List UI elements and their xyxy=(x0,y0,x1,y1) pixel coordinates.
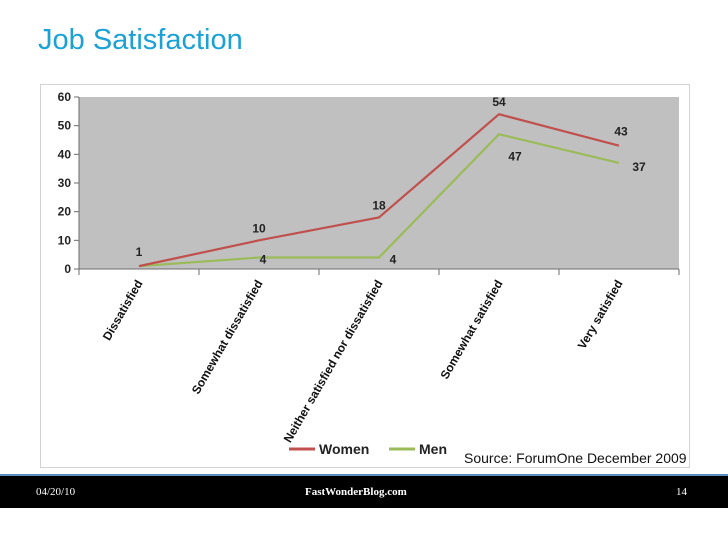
chart-frame: 0 10 20 30 40 50 60 Dissatisfied Somewhat dissat… xyxy=(40,84,690,468)
data-label-men: 4 xyxy=(260,253,267,267)
data-label-women: 54 xyxy=(492,95,506,109)
slide-title: Job Satisfaction xyxy=(38,24,243,56)
series-line-women xyxy=(138,113,620,268)
data-label-women: 43 xyxy=(614,125,628,139)
data-label-women: 10 xyxy=(252,221,266,235)
data-label-men: 37 xyxy=(632,160,646,174)
data-label-women: 18 xyxy=(372,198,386,212)
y-tick-label: 30 xyxy=(58,176,72,190)
x-category-label: Somewhat dissatisfied xyxy=(189,278,266,397)
series-line-men xyxy=(138,133,620,268)
footer-site: FastWonderBlog.com xyxy=(305,486,407,498)
y-tick-label: 10 xyxy=(58,233,72,247)
legend-label-men: Men xyxy=(419,441,447,457)
y-tick-label: 0 xyxy=(64,262,71,276)
line-chart: 0 10 20 30 40 50 60 Dissatisfied Somewhat dissat… xyxy=(58,90,680,457)
source-note: Source: ForumOne December 2009 xyxy=(464,450,687,466)
data-label-women: 1 xyxy=(136,245,143,259)
x-category-label: Neither satisfied nor dissatisfied xyxy=(281,278,386,446)
y-tick-label: 40 xyxy=(58,147,72,161)
y-tick-label: 20 xyxy=(58,205,72,219)
x-category-label: Very satisfied xyxy=(575,278,626,352)
footer-page-number: 14 xyxy=(676,486,687,498)
footer-date: 04/20/10 xyxy=(36,486,76,498)
x-category-label: Somewhat satisfied xyxy=(437,278,505,382)
data-label-men: 47 xyxy=(508,149,522,163)
footer-bar: 04/20/10 FastWonderBlog.com 14 xyxy=(0,476,728,508)
footer-divider xyxy=(0,474,728,476)
x-category-label: Dissatisfied xyxy=(100,278,146,343)
legend-label-women: Women xyxy=(319,441,369,457)
y-tick-label: 60 xyxy=(58,90,72,104)
data-label-men: 4 xyxy=(390,253,397,267)
plot-area xyxy=(79,97,679,269)
y-tick-label: 50 xyxy=(58,119,72,133)
